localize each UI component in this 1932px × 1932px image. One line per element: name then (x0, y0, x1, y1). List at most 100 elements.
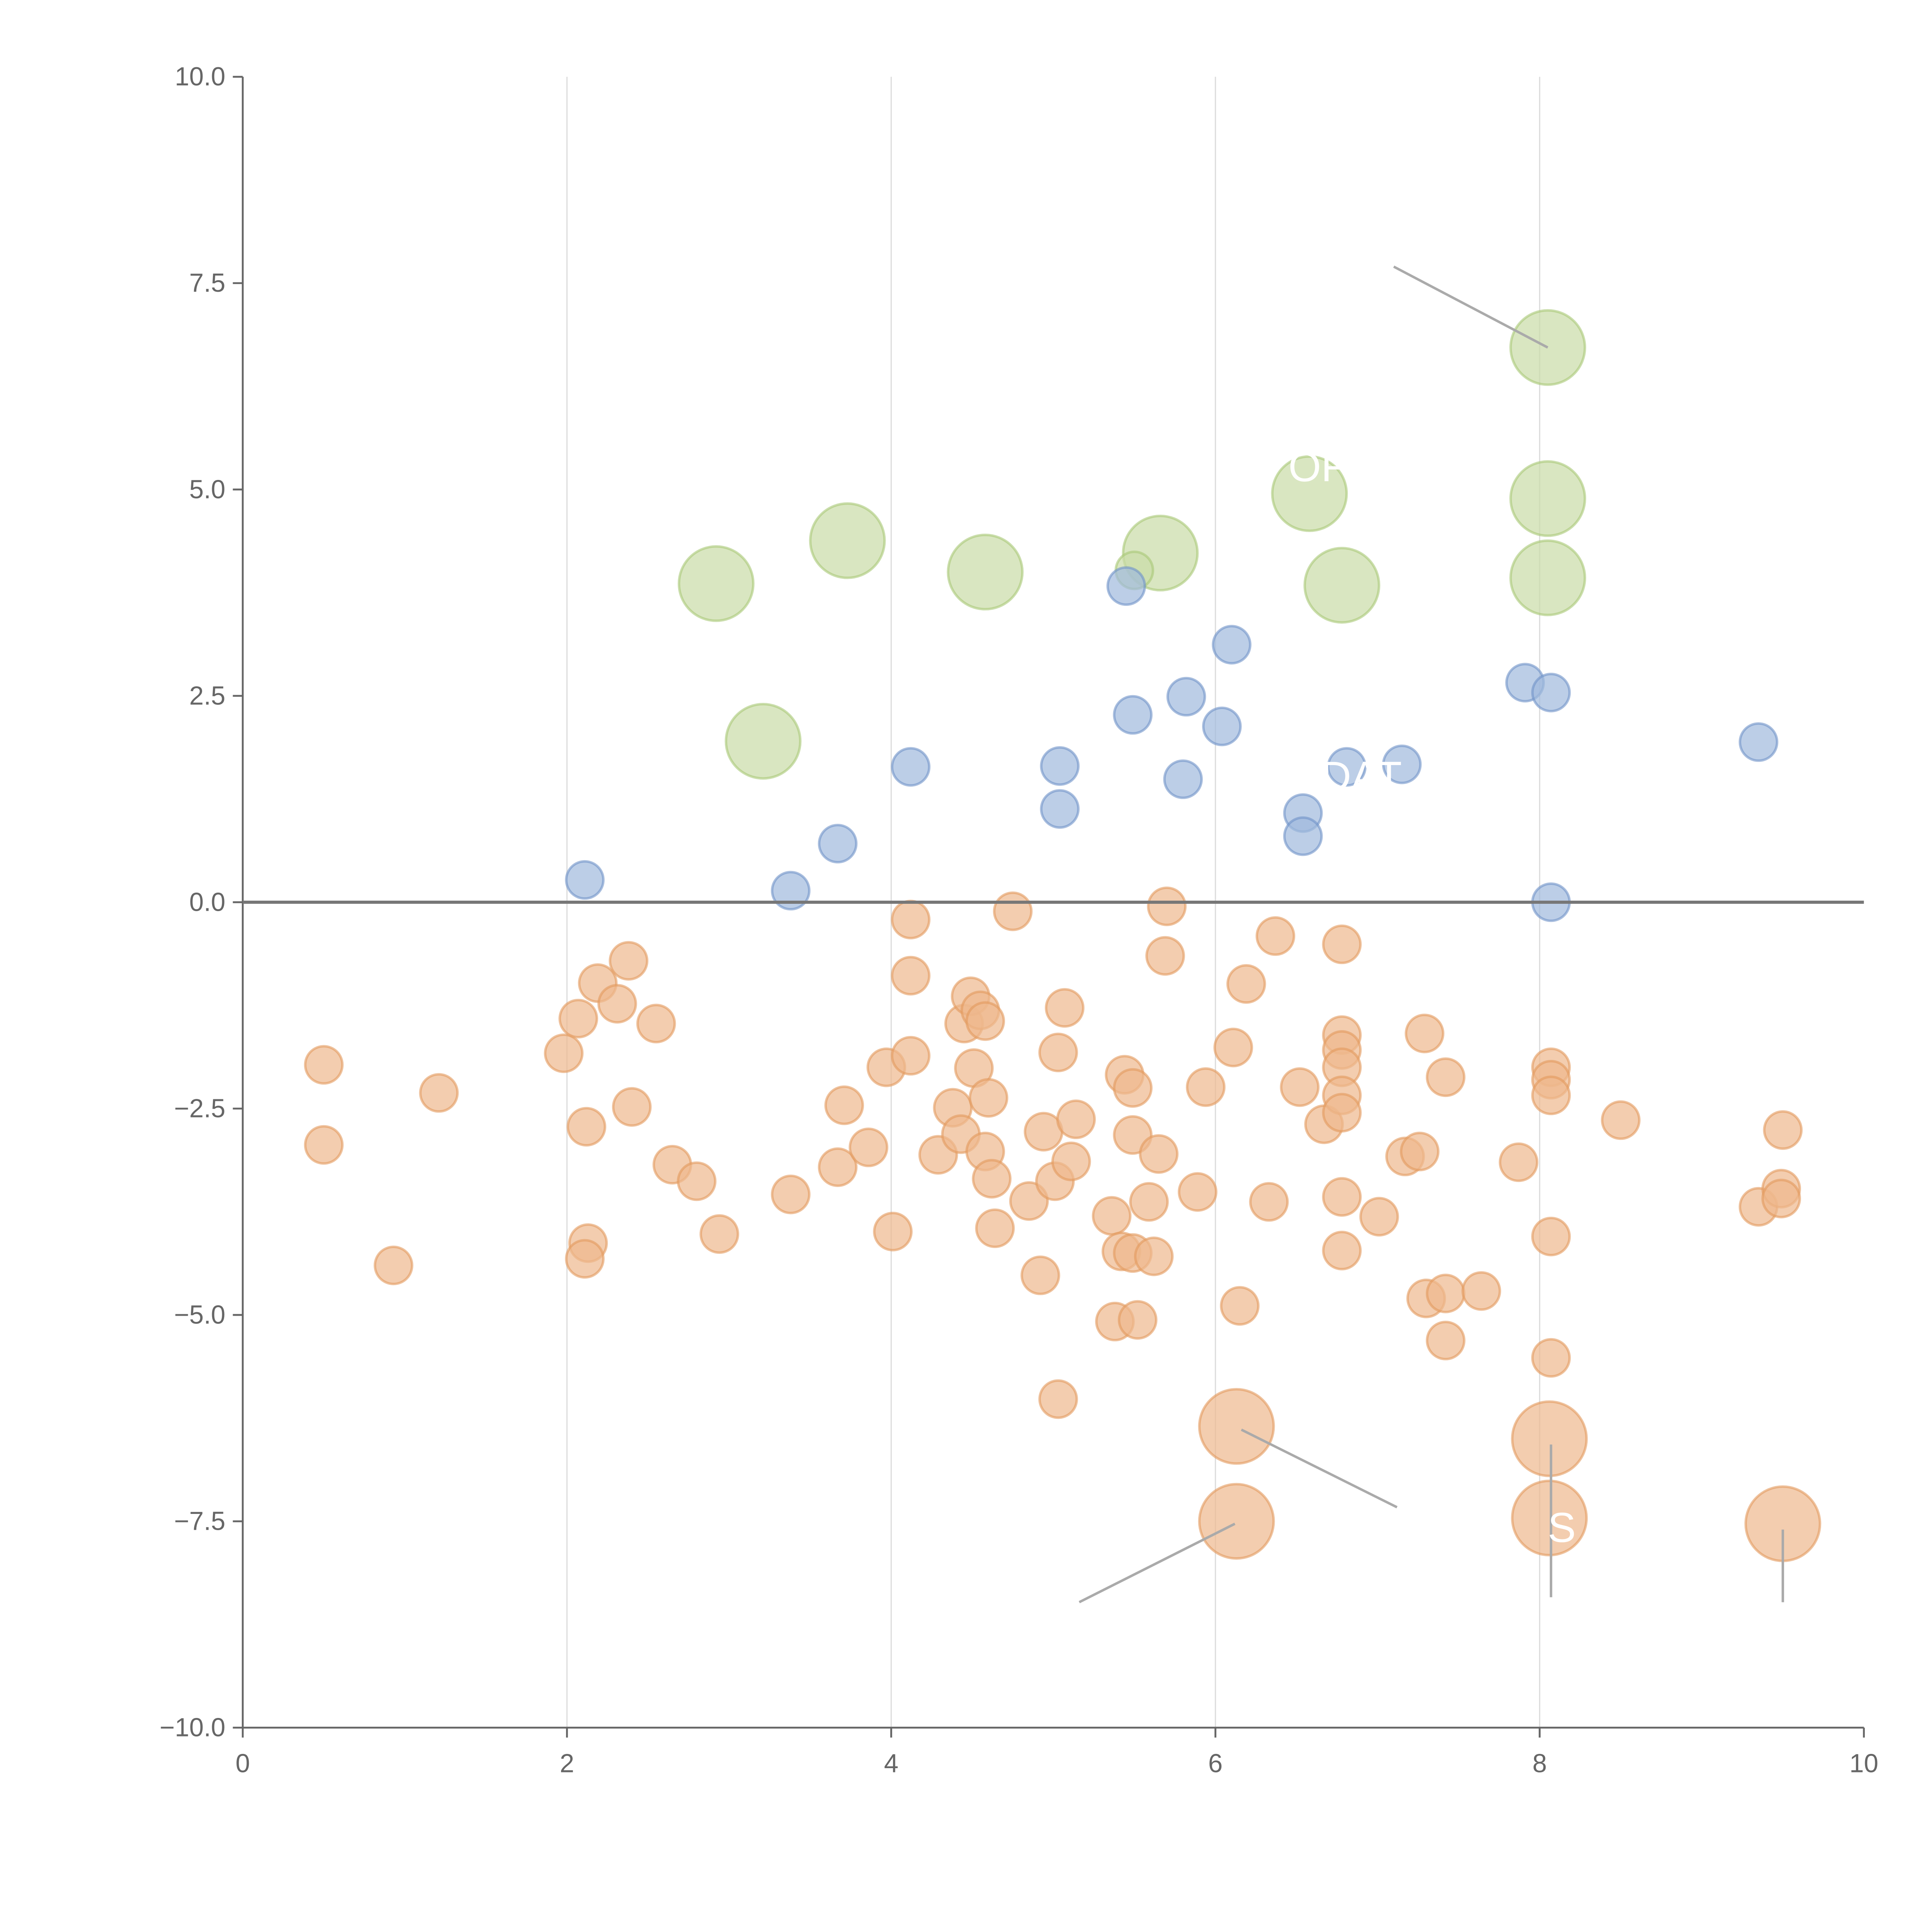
annotation-line (1393, 265, 1549, 349)
data-point-orange (965, 1001, 1005, 1041)
data-point-orange (1226, 964, 1266, 1004)
data-point-orange (566, 1107, 606, 1147)
data-point-blue (1113, 695, 1153, 735)
data-point-blue (1283, 816, 1323, 856)
data-point-orange (873, 1212, 913, 1252)
data-point-orange (1322, 924, 1362, 964)
data-point-orange (771, 1174, 811, 1214)
data-point-orange (565, 1239, 605, 1279)
data-point-orange (1129, 1182, 1169, 1222)
data-point-orange (993, 891, 1033, 931)
data-point-blue (1166, 677, 1206, 717)
data-point-green (677, 545, 755, 622)
data-point-orange (1249, 1182, 1289, 1222)
data-point-blue (1040, 789, 1080, 829)
annotations: OF DAT S (1288, 443, 1576, 1551)
data-point-blue (1382, 744, 1422, 784)
data-point-orange (1117, 1300, 1158, 1340)
data-point-orange (1220, 1286, 1260, 1326)
y-tick-label: 10.0 (175, 62, 225, 91)
x-tick-label: 2 (560, 1749, 574, 1778)
data-point-orange (1198, 1388, 1275, 1465)
data-point-orange (1178, 1172, 1218, 1212)
data-point-orange (374, 1245, 413, 1286)
data-point-green (1303, 547, 1381, 624)
data-point-orange (1322, 1093, 1362, 1133)
data-point-orange (1498, 1142, 1539, 1182)
x-tick-label: 4 (884, 1749, 898, 1778)
data-point-orange (677, 1161, 717, 1201)
y-tick-label: −5.0 (174, 1300, 225, 1329)
data-point-orange (849, 1128, 888, 1167)
data-point-green (724, 703, 802, 780)
data-point-orange (1359, 1197, 1399, 1237)
data-point-orange (1038, 1379, 1078, 1419)
axes: 10.0 7.5 5.0 2.5 0.0 −2.5 −5.0 −7.5 −10.0 0 2 4 6 8 10 (160, 62, 1878, 1778)
data-point-orange (1113, 1068, 1153, 1108)
x-tick-label: 10 (1849, 1749, 1878, 1778)
annotation-line (1078, 1522, 1236, 1604)
x-tick-label: 8 (1532, 1749, 1547, 1778)
data-point-orange (1425, 1320, 1466, 1361)
x-tick-label: 0 (235, 1749, 250, 1778)
data-point-orange (1051, 1141, 1091, 1181)
data-point-green (947, 534, 1024, 611)
data-point-orange (1322, 1177, 1362, 1217)
data-point-orange (1056, 1099, 1096, 1139)
y-tick-label: 7.5 (189, 269, 226, 298)
data-point-orange (1213, 1027, 1253, 1068)
data-point-green (1509, 460, 1586, 537)
y-tick-label: 0.0 (189, 888, 226, 917)
data-point-orange (1511, 1400, 1588, 1477)
data-point-orange (419, 1073, 459, 1113)
data-point-orange (818, 1147, 858, 1187)
data-point-orange (891, 1036, 931, 1076)
annotation-lines (1078, 265, 1784, 1604)
data-point-orange (1038, 1032, 1078, 1073)
data-point-orange (1139, 1134, 1179, 1174)
data-point-blue (1738, 722, 1779, 762)
data-point-blue (1106, 566, 1146, 606)
y-tick-label: 5.0 (189, 475, 226, 504)
data-point-green (1509, 539, 1586, 616)
data-point-orange (1763, 1110, 1803, 1150)
data-point-orange (972, 1159, 1012, 1199)
data-point-orange (891, 900, 931, 940)
data-point-orange (975, 1208, 1015, 1248)
data-point-orange (699, 1214, 739, 1254)
data-point-orange (968, 1078, 1009, 1118)
data-point-orange (612, 1087, 652, 1127)
data-point-orange (891, 956, 931, 996)
data-point-blue (818, 823, 858, 864)
data-point-orange (558, 998, 598, 1039)
data-point-orange (1461, 1271, 1501, 1311)
data-point-green (1271, 455, 1348, 532)
data-point-blue (1163, 759, 1203, 799)
data-point-blue (891, 747, 931, 787)
data-point-orange (636, 1003, 676, 1044)
data-point-orange (304, 1125, 344, 1165)
data-point-blue (1531, 673, 1571, 713)
data-point-blue (1327, 747, 1367, 787)
y-tick-label: −7.5 (174, 1507, 225, 1536)
data-point-orange (1405, 1014, 1445, 1053)
data-point-orange (304, 1045, 344, 1085)
data-point-orange (1322, 1231, 1362, 1270)
data-point-orange (1511, 1480, 1588, 1556)
annotation-label: S (1548, 1504, 1576, 1551)
data-point-orange (1186, 1067, 1226, 1107)
data-point-orange (1425, 1274, 1466, 1313)
data-point-orange (1255, 916, 1296, 956)
data-point-orange (1400, 1131, 1440, 1172)
data-point-blue (771, 871, 811, 911)
data-point-orange (1198, 1483, 1275, 1560)
data-point-orange (1147, 886, 1187, 926)
y-tick-label: −10.0 (160, 1713, 225, 1742)
data-point-orange (1531, 1338, 1571, 1378)
data-point-orange (1045, 988, 1085, 1028)
data-point-orange (1280, 1067, 1320, 1107)
data-point-green (809, 502, 886, 579)
annotation-line (1241, 1429, 1398, 1509)
data-points (304, 309, 1821, 1562)
